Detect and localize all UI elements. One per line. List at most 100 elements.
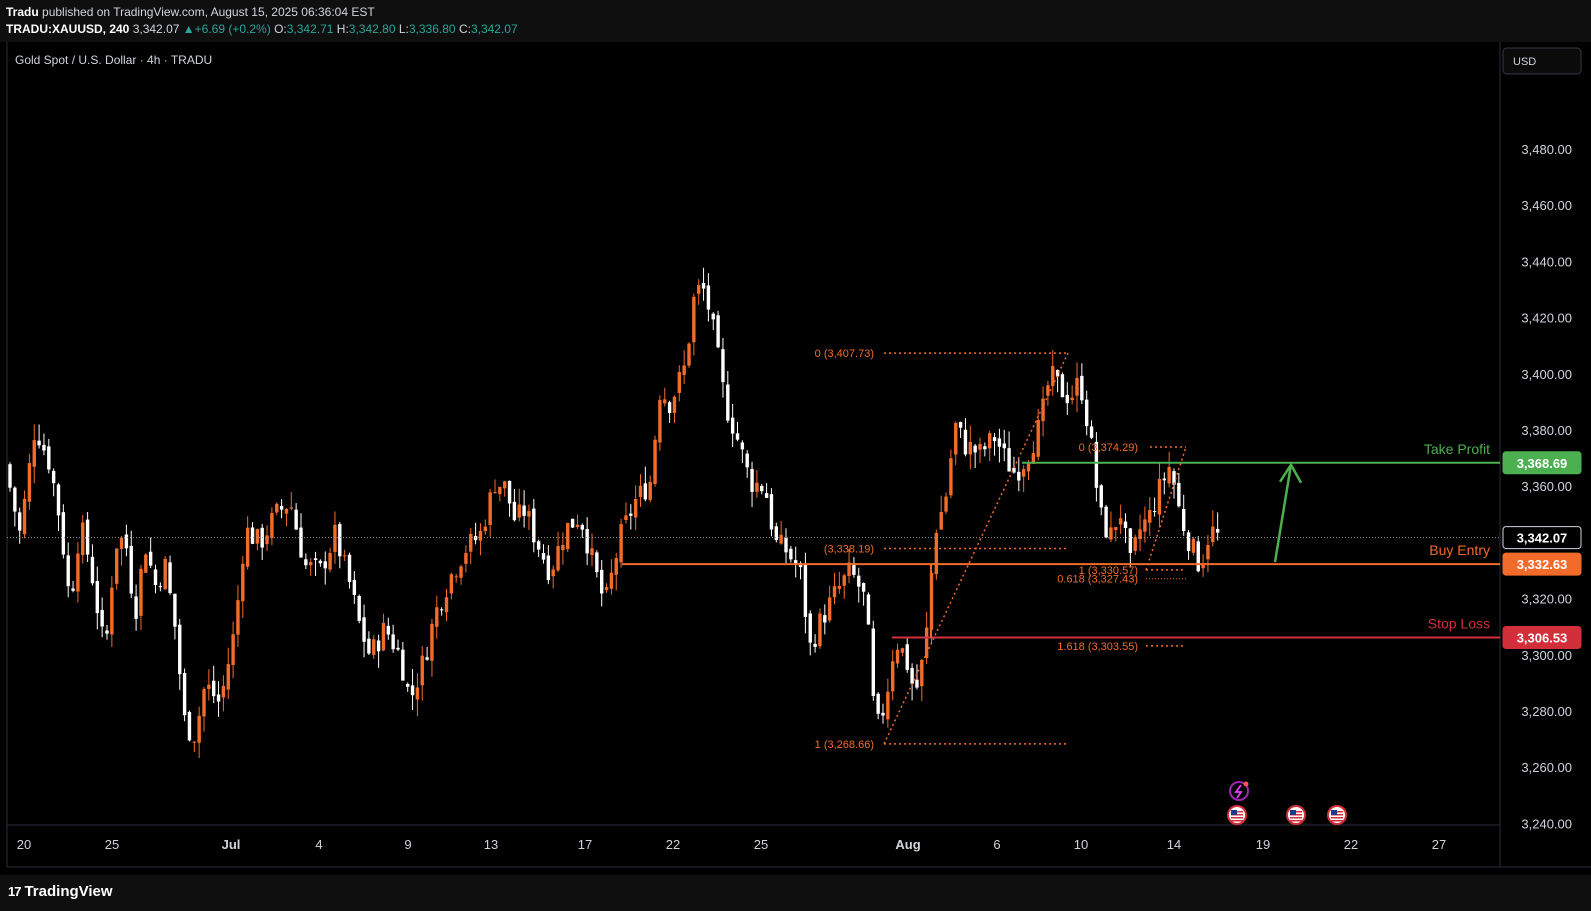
- economic-events[interactable]: [1227, 781, 1347, 825]
- candle-body: [992, 437, 997, 442]
- candle-body: [585, 529, 589, 554]
- candle-body: [503, 481, 507, 489]
- candle-body: [498, 486, 502, 494]
- candle-body: [784, 538, 788, 553]
- candle-body: [507, 480, 512, 504]
- candle-body: [1191, 538, 1196, 553]
- candle-body: [401, 649, 405, 681]
- candle-body: [216, 694, 221, 702]
- candle-body: [769, 494, 774, 530]
- candle-body: [469, 533, 473, 552]
- price-tick-label: 3,320.00: [1521, 592, 1572, 607]
- time-axis[interactable]: 20 25 Jul 4 9 13 17 22 25 Aug 6 10 14 19 22 27: [17, 837, 1446, 852]
- candle-body: [895, 649, 900, 664]
- candle-body: [352, 579, 357, 596]
- candle-body: [1007, 448, 1011, 472]
- time-tick-label: 22: [1344, 837, 1358, 852]
- event-icon-3[interactable]: [1327, 805, 1347, 825]
- candle-body: [1128, 528, 1133, 553]
- event-icon-2[interactable]: [1286, 805, 1306, 825]
- candle-body: [653, 439, 657, 484]
- candle-body: [1123, 521, 1128, 529]
- candle-body: [1002, 443, 1006, 449]
- time-tick-label: Jul: [222, 837, 241, 852]
- candle-body: [701, 282, 706, 289]
- chart-area[interactable]: Gold Spot / U.S. Dollar · 4h · TRADU USD…: [0, 42, 1591, 911]
- candle-body: [672, 396, 677, 413]
- candle-body: [595, 552, 599, 573]
- time-tick-label: 13: [484, 837, 498, 852]
- price-tick-label: 3,300.00: [1521, 648, 1572, 663]
- candle-body: [27, 463, 32, 502]
- symbol-label[interactable]: TRADU:XAUUSD, 240: [6, 22, 130, 36]
- price-change: +6.69 (+0.2%): [194, 22, 271, 36]
- drawings-layer: Take Profit Buy Entry Stop Loss 0 (3,407.73…: [7, 348, 1500, 751]
- candle-body: [32, 440, 36, 467]
- candle-body: [313, 558, 318, 560]
- candle-body: [905, 644, 909, 670]
- buy-entry-price-label: 3,332.63: [1517, 557, 1568, 572]
- candle-body: [619, 524, 623, 563]
- publish-info: Tradu published on TradingView.com, Augu…: [6, 5, 375, 19]
- candle-body: [638, 485, 643, 497]
- candle-body: [580, 524, 584, 530]
- candle-body: [284, 509, 289, 514]
- flag-stripe: [1290, 820, 1302, 822]
- candle-body: [556, 545, 560, 571]
- candle-body: [333, 524, 337, 552]
- target-arrow-head: [1278, 462, 1303, 484]
- candle-body: [774, 526, 778, 541]
- candle-body: [406, 683, 410, 687]
- chart-canvas[interactable]: Gold Spot / U.S. Dollar · 4h · TRADU USD…: [0, 42, 1591, 875]
- price-tick-label: 3,280.00: [1521, 704, 1572, 719]
- candle-body: [410, 685, 415, 696]
- candle-body: [449, 574, 454, 594]
- price-tick-label: 3,420.00: [1521, 311, 1572, 326]
- currency-button[interactable]: [1502, 47, 1582, 75]
- fib-b-trendline: [1145, 446, 1187, 571]
- candle-body: [857, 575, 861, 587]
- candle-body: [1031, 453, 1036, 464]
- candle-body: [1060, 374, 1065, 398]
- candle-body: [270, 513, 274, 539]
- event-lightning[interactable]: [1229, 781, 1249, 801]
- candle-body: [983, 446, 987, 450]
- candle-body: [493, 492, 497, 494]
- candle-body: [275, 503, 279, 513]
- candle-body: [226, 664, 230, 690]
- candle-body: [818, 613, 822, 647]
- candle-body: [891, 661, 895, 692]
- candle-body: [764, 493, 769, 498]
- candle-body: [1215, 528, 1220, 533]
- candle-body: [827, 597, 832, 621]
- event-icon-1[interactable]: [1227, 805, 1247, 825]
- price-tick-label: 3,240.00: [1521, 816, 1572, 831]
- candle-body: [968, 441, 972, 455]
- candle-body: [110, 587, 114, 635]
- price-tick-label: 3,380.00: [1521, 423, 1572, 438]
- tradingview-logo[interactable]: 17 TradingView: [8, 883, 113, 900]
- candle-body: [439, 609, 444, 611]
- fib-a-0-label: 0 (3,407.73): [815, 348, 874, 360]
- candle-body: [1206, 544, 1210, 560]
- publisher-name[interactable]: Tradu: [6, 5, 39, 19]
- candle-body: [886, 691, 890, 720]
- candle-body: [566, 523, 570, 550]
- candle-body: [600, 569, 604, 594]
- candle-body: [740, 442, 745, 450]
- low-label: L:: [398, 22, 409, 36]
- candle-body: [735, 433, 740, 440]
- time-tick-label: 19: [1256, 837, 1270, 852]
- candle-body: [697, 285, 701, 294]
- candle-body: [561, 544, 565, 551]
- candle-body: [1021, 469, 1026, 477]
- candle-body: [1104, 506, 1108, 538]
- candle-body: [808, 613, 812, 643]
- price-labels: 3,368.69 3,342.07 3,332.63 3,306.53: [1502, 451, 1582, 649]
- candle-body: [488, 492, 492, 525]
- price-axis[interactable]: 3,480.00 3,460.00 3,440.00 3,420.00 3,400.00…: [1521, 142, 1572, 831]
- candle-body: [47, 446, 51, 470]
- candle-body: [342, 555, 347, 557]
- candle-body: [711, 313, 715, 320]
- candle-body: [1114, 527, 1118, 530]
